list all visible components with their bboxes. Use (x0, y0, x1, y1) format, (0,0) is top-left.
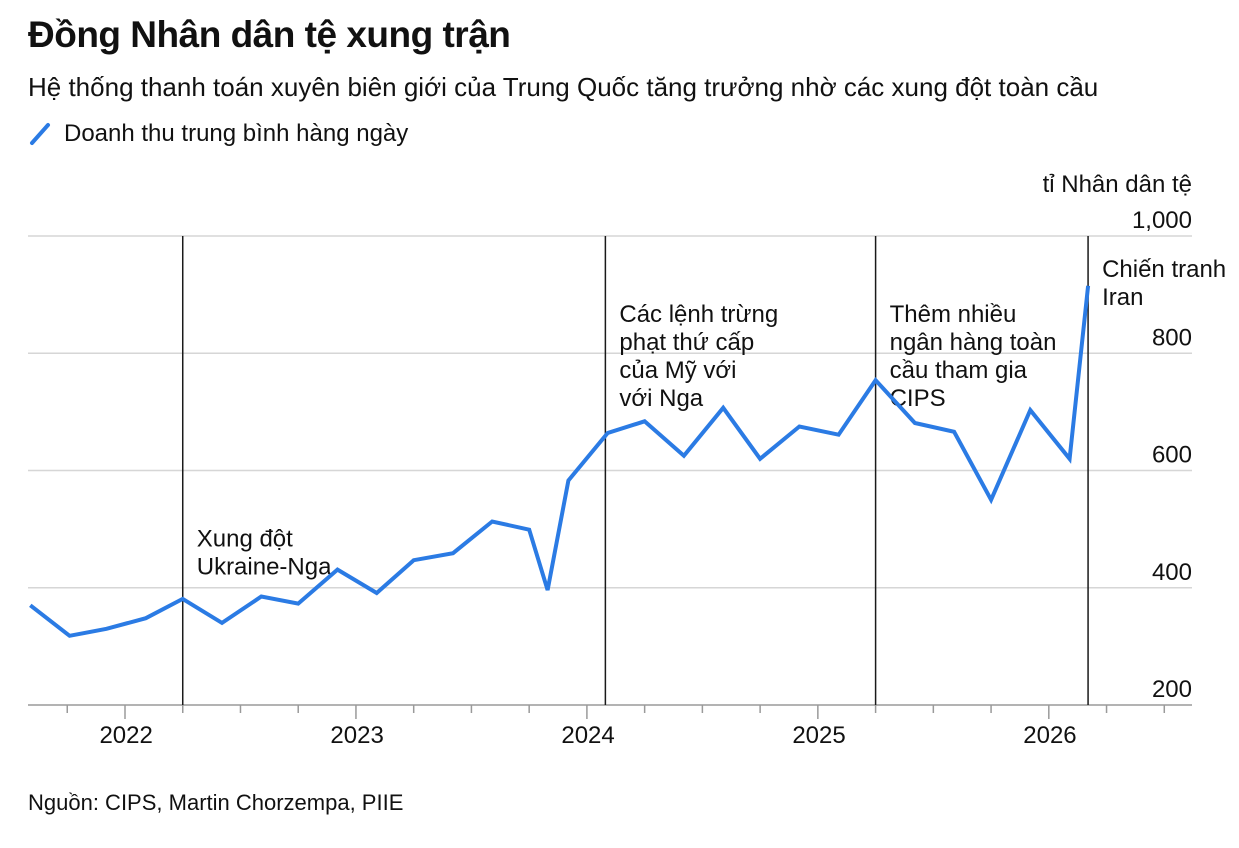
legend-line-icon (30, 123, 50, 145)
y-tick-label-1: 400 (1152, 559, 1192, 586)
y-tick-label-3: 800 (1152, 324, 1192, 351)
y-tick-label-0: 200 (1152, 676, 1192, 703)
annotation-label-2: Thêm nhiều ngân hàng toàn cầu tham gia CIPS (890, 301, 1057, 412)
legend-label: Doanh thu trung bình hàng ngày (64, 120, 409, 147)
y-tick-label-2: 600 (1152, 442, 1192, 469)
annotation-label-1: Các lệnh trừng phạt thứ cấp của Mỹ với với … (619, 301, 778, 412)
x-tick-label-2023: 2023 (330, 722, 383, 749)
source-note: Nguồn: CIPS, Martin Chorzempa, PIIE (28, 790, 404, 815)
y-axis-label: tỉ Nhân dân tệ (1043, 171, 1192, 198)
annotation-label-3: Chiến tranh Iran (1102, 256, 1226, 311)
x-tick-label-2024: 2024 (561, 722, 614, 749)
legend: Doanh thu trung bình hàng ngày (28, 120, 408, 148)
chart-subtitle: Hệ thống thanh toán xuyên biên giới của … (28, 72, 1099, 102)
x-tick-label-2025: 2025 (792, 722, 845, 749)
chart-title: Đồng Nhân dân tệ xung trận (28, 14, 511, 55)
series-line-0 (29, 285, 1091, 638)
annotation-label-0: Xung đột Ukraine-Nga (197, 526, 332, 581)
x-tick-label-2026: 2026 (1023, 722, 1076, 749)
x-tick-label-2022: 2022 (99, 722, 152, 749)
y-tick-label-4: 1,000 (1132, 207, 1192, 234)
